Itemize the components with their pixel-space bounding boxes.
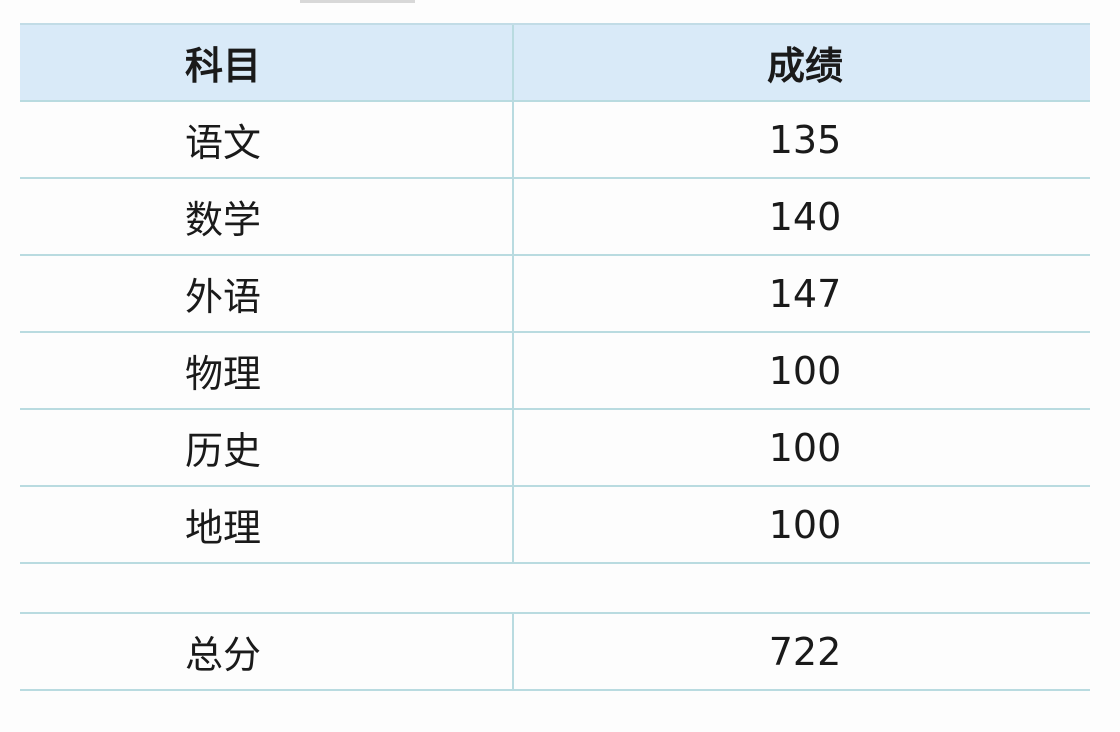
spacer-row: [20, 564, 1090, 614]
header-score: 成绩: [766, 44, 843, 88]
total-score: 722: [768, 629, 842, 674]
table-row: 地理 100: [20, 487, 1090, 564]
subject-cell: 物理: [20, 333, 514, 408]
score-cell: 147: [768, 271, 842, 316]
subject-cell: 地理: [20, 487, 514, 562]
score-cell: 100: [768, 348, 842, 393]
table-row: 历史 100: [20, 410, 1090, 487]
score-cell: 100: [768, 425, 842, 470]
total-row: 总分 722: [20, 614, 1090, 691]
table-row: 语文 135: [20, 102, 1090, 179]
subject-cell: 语文: [20, 102, 514, 177]
score-table: 科目 成绩 语文 135 数学 140 外语 147 物理 100 历史 100 地理 100 总分 …: [20, 23, 1090, 691]
top-decoration: [300, 0, 415, 3]
table-header: 科目 成绩: [20, 23, 1090, 102]
score-cell: 140: [768, 194, 842, 239]
score-cell: 100: [768, 502, 842, 547]
subject-cell: 外语: [20, 256, 514, 331]
table-row: 外语 147: [20, 256, 1090, 333]
score-cell: 135: [768, 117, 842, 162]
subject-cell: 数学: [20, 179, 514, 254]
table-row: 物理 100: [20, 333, 1090, 410]
total-label: 总分: [20, 614, 514, 689]
table-row: 数学 140: [20, 179, 1090, 256]
subject-cell: 历史: [20, 410, 514, 485]
header-subject: 科目: [20, 25, 514, 100]
